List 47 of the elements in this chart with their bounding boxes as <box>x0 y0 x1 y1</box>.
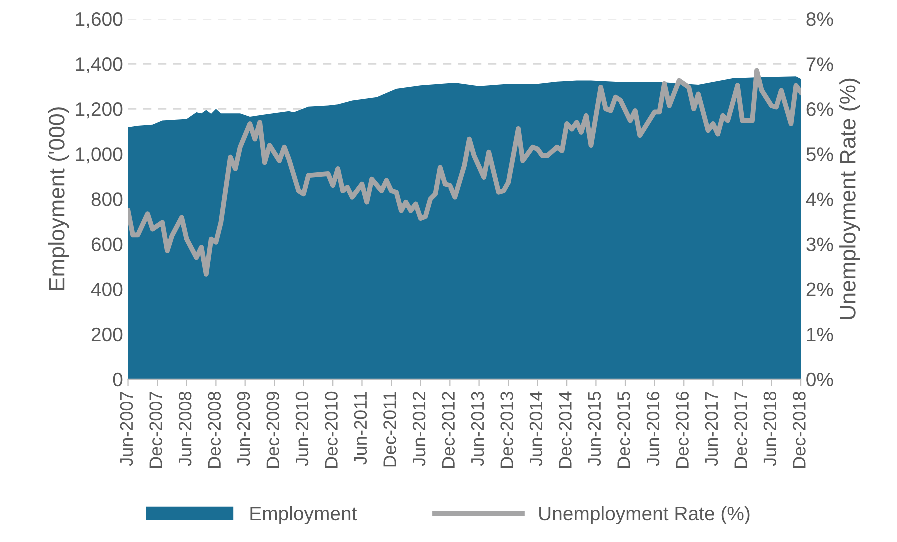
x-tick-label: Jun-2016 <box>646 392 660 466</box>
x-tick-label: Dec-2011 <box>384 392 396 467</box>
y-tick-label: 1,400 <box>76 57 123 74</box>
x-tick-label: Jun-2007 <box>120 392 134 466</box>
x-tick-label: Jun-2009 <box>237 392 250 466</box>
x-tick-label: Jun-2018 <box>764 392 777 466</box>
y-tick-label: 1,200 <box>76 102 123 119</box>
x-tick-label: Dec-2013 <box>500 392 514 468</box>
x-tick-label: Dec-2010 <box>325 392 338 468</box>
legend-label: Unemployment Rate (%) <box>540 506 750 524</box>
x-tick-label: Dec-2014 <box>559 392 572 468</box>
y-axis-title: Employment ('000) <box>48 108 70 290</box>
x-tick-label: Jun-2010 <box>296 392 309 466</box>
line-series <box>128 68 802 277</box>
x-tick-label: Dec-2008 <box>208 392 222 468</box>
x-tick-label: Dec-2016 <box>676 392 689 468</box>
y2-tick-label: 7% <box>806 58 834 72</box>
x-tick-label: Jun-2015 <box>588 392 602 466</box>
y2-tick-label: 4% <box>806 192 834 206</box>
y-tick-label: 400 <box>91 282 123 297</box>
y2-tick-label: 1% <box>807 328 834 342</box>
y2-tick-label: 6% <box>806 102 834 116</box>
y2-tick-label: 2% <box>806 282 834 296</box>
x-tick-label: Dec-2007 <box>150 392 162 468</box>
y2-tick-label: 3% <box>806 238 834 252</box>
x-tick-label: Jun-2012 <box>412 392 426 466</box>
y2-tick-label: 8% <box>806 12 834 26</box>
y2-tick-label: 0% <box>806 372 834 387</box>
x-tick-label: Jun-2013 <box>471 392 484 466</box>
legend-label: Employment <box>250 506 358 524</box>
y-tick-label: 800 <box>92 192 123 206</box>
y-tick-label: 600 <box>92 238 123 252</box>
x-tick-label: Dec-2015 <box>618 392 630 468</box>
x-tick-label: Jun-2008 <box>178 392 192 466</box>
y-tick-label: 0 <box>113 372 123 387</box>
x-tick-label: Dec-2018 <box>793 392 806 468</box>
x-tick-label: Dec-2009 <box>266 392 280 468</box>
y-tick-label: 1,600 <box>76 12 123 29</box>
x-tick-label: Dec-2017 <box>734 392 748 468</box>
x-tick-label: Jun-2017 <box>705 392 718 466</box>
y2-axis-title: Unemployment Rate (%) <box>840 78 860 320</box>
y-tick-label: 200 <box>92 328 123 342</box>
x-tick-label: Jun-2014 <box>530 392 543 466</box>
y2-tick-label: 5% <box>806 148 834 162</box>
y-tick-label: 1,000 <box>76 148 123 164</box>
x-tick-label: Dec-2012 <box>442 392 455 468</box>
x-tick-label: Jun-2011 <box>354 392 368 465</box>
